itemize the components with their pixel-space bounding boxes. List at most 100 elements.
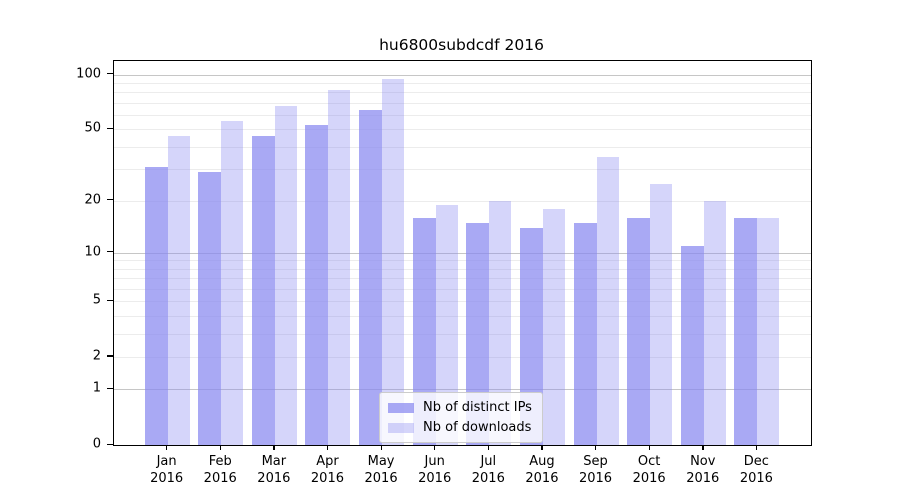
gridline-major — [114, 74, 811, 76]
x-tick-year: 2016 — [632, 471, 666, 486]
legend-item-downloads: Nb of downloads — [388, 420, 532, 435]
bar-distinct-ips-jun — [412, 217, 436, 445]
x-tick-mark — [326, 445, 329, 450]
bar-downloads-jun — [435, 204, 458, 445]
x-tick-mark — [273, 445, 275, 450]
bar-distinct-ips-nov — [680, 245, 704, 445]
y-tick-label: 2 — [92, 348, 101, 364]
x-tick-label-nov: Nov 2016 — [673, 453, 733, 487]
x-tick-year: 2016 — [150, 471, 184, 486]
legend-label-downloads: Nb of downloads — [423, 420, 532, 435]
gridline-minor — [114, 315, 811, 317]
legend-swatch-downloads — [388, 422, 414, 433]
y-tick-label: 100 — [76, 66, 101, 82]
bar-downloads-jan — [167, 136, 190, 445]
legend-swatch-distinct-ips — [388, 402, 414, 413]
gridline-minor — [114, 92, 811, 94]
gridline-minor — [114, 260, 811, 262]
x-tick-year: 2016 — [739, 471, 773, 486]
legend-label-distinct-ips: Nb of distinct IPs — [423, 400, 532, 415]
x-tick-mark — [380, 445, 382, 450]
gridline-minor — [114, 169, 811, 171]
x-tick-label-mar: Mar 2016 — [244, 453, 304, 487]
x-tick-year: 2016 — [525, 471, 559, 486]
bar-downloads-oct — [650, 183, 673, 445]
x-tick-year: 2016 — [418, 471, 452, 486]
x-tick-label-oct: Oct 2016 — [619, 453, 679, 487]
x-tick-year: 2016 — [310, 471, 344, 486]
x-tick-mark — [755, 445, 758, 450]
x-tick-year: 2016 — [203, 471, 237, 486]
y-tick-label: 10 — [84, 244, 101, 260]
bar-distinct-ips-sep — [573, 222, 597, 445]
gridline-minor — [114, 102, 811, 104]
x-tick-year: 2016 — [364, 471, 398, 486]
bar-downloads-apr — [328, 90, 351, 445]
gridline-minor — [114, 301, 811, 303]
x-tick-mark — [434, 445, 436, 450]
bar-downloads-nov — [703, 200, 726, 445]
y-tick-mark — [107, 299, 113, 302]
gridline-minor — [114, 288, 811, 290]
y-tick-label: 0 — [92, 436, 101, 452]
bar-downloads-dec — [757, 217, 780, 445]
bar-distinct-ips-mar — [251, 136, 275, 445]
bar-distinct-ips-jul — [466, 222, 490, 445]
gridline-major — [114, 389, 811, 391]
x-tick-label-jan: Jan 2016 — [137, 453, 197, 487]
x-tick-year: 2016 — [471, 471, 505, 486]
bar-distinct-ips-aug — [519, 227, 543, 445]
legend: Nb of distinct IPs Nb of downloads — [379, 392, 543, 443]
gridline-minor — [114, 356, 811, 358]
chart-title: hu6800subdcdf 2016 — [379, 36, 544, 54]
y-tick-label: 20 — [84, 192, 101, 208]
gridline-minor — [114, 333, 811, 335]
bar-downloads-aug — [542, 208, 565, 445]
bar-distinct-ips-feb — [198, 172, 222, 445]
y-tick-mark — [107, 355, 113, 357]
x-tick-label-sep: Sep 2016 — [566, 453, 626, 487]
bar-downloads-sep — [596, 157, 619, 445]
gridline-minor — [114, 278, 811, 280]
bar-distinct-ips-oct — [627, 217, 651, 445]
x-tick-label-dec: Dec 2016 — [726, 453, 786, 487]
bar-downloads-feb — [221, 120, 244, 445]
x-tick-mark — [219, 445, 222, 450]
y-tick-mark — [107, 199, 113, 201]
bar-distinct-ips-jan — [144, 166, 168, 445]
x-tick-year: 2016 — [578, 471, 613, 486]
x-tick-mark — [487, 445, 490, 450]
bar-distinct-ips-apr — [305, 124, 329, 445]
gridline-minor — [114, 129, 811, 131]
x-tick-mark — [702, 445, 704, 450]
x-tick-year: 2016 — [257, 471, 291, 486]
x-tick-mark — [648, 445, 650, 450]
x-tick-label-aug: Aug 2016 — [512, 453, 572, 487]
y-tick-mark — [107, 127, 113, 130]
bar-downloads-may — [382, 78, 405, 445]
gridline-major — [114, 252, 811, 254]
y-tick-mark — [107, 387, 113, 390]
y-tick-mark — [107, 251, 113, 253]
plot-area: Nb of distinct IPs Nb of downloads — [113, 60, 812, 446]
x-tick-label-may: May 2016 — [351, 453, 411, 487]
x-tick-mark — [595, 445, 597, 450]
y-tick-mark — [107, 73, 113, 75]
gridline-minor — [114, 115, 811, 117]
y-tick-mark — [107, 443, 113, 445]
bar-downloads-mar — [274, 106, 297, 445]
y-tick-label: 1 — [92, 380, 101, 396]
x-tick-label-jul: Jul 2016 — [458, 453, 518, 487]
bar-distinct-ips-may — [359, 110, 383, 445]
gridline-minor — [114, 268, 811, 270]
x-tick-label-jun: Jun 2016 — [405, 453, 465, 487]
gridline-minor — [114, 147, 811, 148]
x-tick-label-apr: Apr 2016 — [297, 453, 357, 487]
y-tick-label: 5 — [92, 292, 101, 308]
gridline-minor — [114, 200, 811, 202]
bar-downloads-jul — [489, 200, 512, 445]
x-tick-mark — [166, 445, 168, 450]
gridline-minor — [114, 83, 811, 85]
x-tick-year: 2016 — [686, 471, 720, 486]
